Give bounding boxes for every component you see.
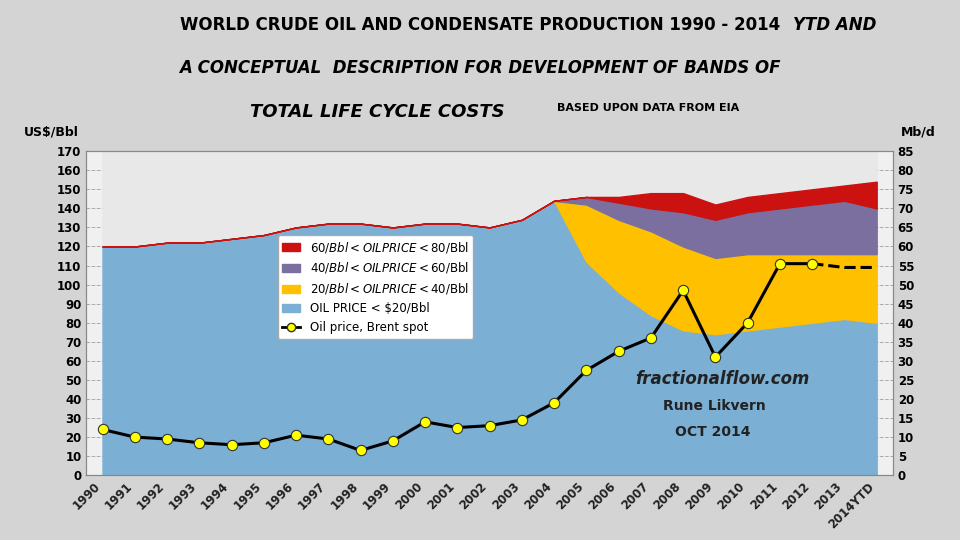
- Point: [353, 446, 369, 455]
- Point: [643, 334, 659, 342]
- Text: TOTAL LIFE CYCLE COSTS: TOTAL LIFE CYCLE COSTS: [250, 103, 504, 120]
- Text: US$/Bbl: US$/Bbl: [23, 125, 79, 138]
- Point: [579, 366, 594, 375]
- Point: [772, 259, 787, 268]
- Point: [385, 436, 400, 445]
- Point: [804, 259, 820, 268]
- Point: [676, 286, 691, 295]
- Text: YTD AND: YTD AND: [793, 16, 876, 34]
- Point: [449, 423, 465, 432]
- Point: [288, 431, 303, 440]
- Point: [192, 438, 207, 447]
- Point: [611, 347, 626, 356]
- Text: OCT 2014: OCT 2014: [675, 426, 751, 440]
- Point: [515, 416, 530, 424]
- Point: [740, 319, 756, 327]
- Text: WORLD CRUDE OIL AND CONDENSATE PRODUCTION 1990 - 2014: WORLD CRUDE OIL AND CONDENSATE PRODUCTIO…: [180, 16, 780, 34]
- Point: [708, 353, 723, 361]
- Point: [127, 433, 142, 441]
- Text: A CONCEPTUAL  DESCRIPTION FOR DEVELOPMENT OF BANDS OF: A CONCEPTUAL DESCRIPTION FOR DEVELOPMENT…: [180, 59, 780, 77]
- Point: [224, 441, 239, 449]
- Point: [321, 435, 336, 443]
- Point: [159, 435, 175, 443]
- Point: [546, 399, 562, 407]
- Text: fractionalflow.com: fractionalflow.com: [635, 370, 809, 388]
- Point: [256, 438, 272, 447]
- Point: [418, 417, 433, 426]
- Text: Mb/d: Mb/d: [900, 125, 936, 138]
- Point: [95, 425, 110, 434]
- Text: BASED UPON DATA FROM EIA: BASED UPON DATA FROM EIA: [557, 103, 739, 113]
- Legend: $60/Bbl < OIL PRICE < $80/Bbl, $40/Bbl < OIL PRICE < $60/Bbl, $20/Bbl < OIL PRIC: $60/Bbl < OIL PRICE < $80/Bbl, $40/Bbl <…: [277, 235, 473, 339]
- Text: Rune Likvern: Rune Likvern: [663, 400, 766, 414]
- Point: [482, 421, 497, 430]
